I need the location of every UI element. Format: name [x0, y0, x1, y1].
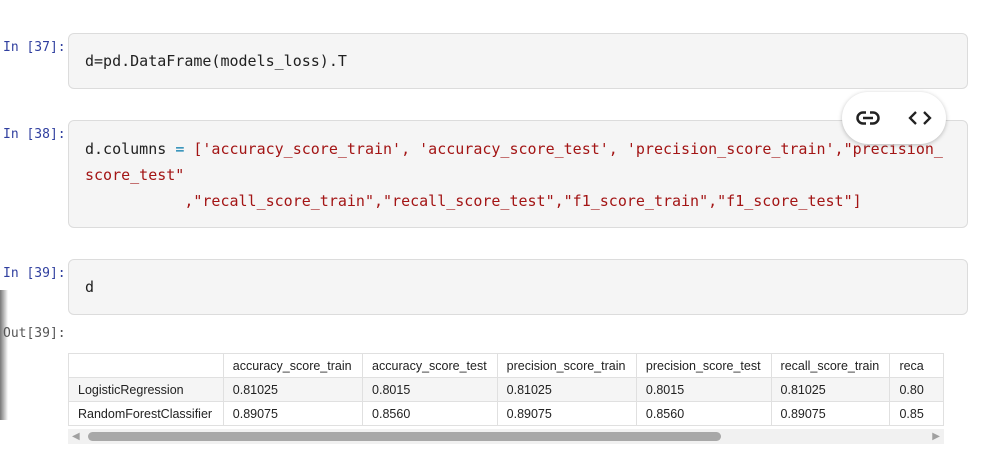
link-button[interactable]: [851, 101, 885, 135]
code-cell[interactable]: d=pd.DataFrame(models_loss).T: [68, 33, 968, 89]
column-header: reca: [889, 353, 944, 378]
dataframe-table: accuracy_score_train accuracy_score_test…: [68, 353, 944, 426]
code-cell[interactable]: d: [68, 259, 968, 315]
table-row: RandomForestClassifier 0.89075 0.8560 0.…: [68, 401, 944, 426]
code-text: d=pd.DataFrame(models_loss).T: [85, 52, 347, 70]
code-string: score_test": [85, 166, 185, 184]
dataframe-output: accuracy_score_train accuracy_score_test…: [68, 353, 944, 426]
column-header: precision_score_train: [496, 353, 637, 378]
code-icon: [908, 111, 932, 125]
table-cell: 0.89075: [222, 401, 364, 426]
scroll-right-icon[interactable]: ▶: [932, 431, 940, 442]
table-cell: 0.89075: [770, 401, 891, 426]
table-cell: 0.81025: [496, 377, 637, 402]
table-cell: 0.8560: [635, 401, 772, 426]
table-cell: 0.85: [889, 401, 944, 426]
table-row: LogisticRegression 0.81025 0.8015 0.8102…: [68, 377, 944, 402]
code-string: ,"recall_score_train","recall_score_test…: [85, 192, 862, 210]
scroll-left-icon[interactable]: ◀: [72, 431, 80, 442]
code-button[interactable]: [903, 101, 937, 135]
table-cell: 0.8560: [362, 401, 498, 426]
cell-toolbar: [842, 92, 946, 144]
table-header-row: accuracy_score_train accuracy_score_test…: [68, 353, 944, 378]
table-cell: 0.8015: [635, 377, 772, 402]
table-cell: 0.8015: [362, 377, 498, 402]
code-operator: =: [175, 140, 185, 158]
cell-prompt: In [38]:: [3, 127, 66, 142]
column-header: accuracy_score_train: [222, 353, 364, 378]
row-index: LogisticRegression: [68, 377, 224, 402]
horizontal-scrollbar[interactable]: ◀ ▶: [68, 429, 944, 444]
row-index: RandomForestClassifier: [68, 401, 224, 426]
code-string: ['accuracy_score_train', 'accuracy_score…: [184, 140, 943, 158]
code-text: d: [85, 278, 95, 296]
cell-prompt: In [39]:: [3, 266, 66, 281]
cell-prompt: In [37]:: [3, 40, 66, 55]
table-cell: 0.89075: [496, 401, 637, 426]
code-text: d.columns: [85, 140, 176, 158]
table-cell: 0.81025: [222, 377, 364, 402]
table-cell: 0.81025: [770, 377, 891, 402]
column-header: recall_score_train: [770, 353, 891, 378]
column-header: accuracy_score_test: [362, 353, 498, 378]
code-cell[interactable]: d.columns = ['accuracy_score_train', 'ac…: [68, 120, 968, 228]
column-header: [68, 353, 224, 378]
window-edge-shadow: [0, 290, 8, 420]
output-prompt: Out[39]:: [3, 326, 66, 341]
table-cell: 0.80: [889, 377, 944, 402]
column-header: precision_score_test: [635, 353, 772, 378]
link-icon: [856, 111, 880, 125]
scrollbar-thumb[interactable]: [88, 432, 721, 441]
